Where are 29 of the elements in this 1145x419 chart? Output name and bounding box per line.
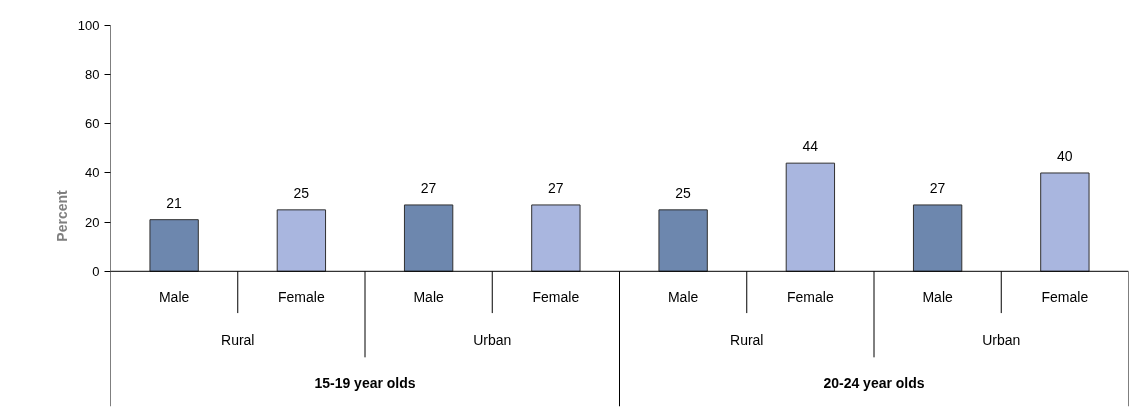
x-tick-label: Male [922, 289, 954, 306]
data-label: 27 [548, 179, 564, 196]
x-tick-label: Male [413, 289, 445, 306]
text: Rural [221, 332, 255, 349]
y-axis-title: Percent [53, 189, 70, 242]
y-tick-label: 80 [85, 67, 100, 83]
y-tick-label: 40 [85, 165, 100, 181]
data-label: 21 [166, 194, 183, 211]
y-tick-label: 100 [77, 18, 100, 33]
y-tick-label: 20 [85, 214, 100, 230]
text: 20-24 year olds [823, 375, 925, 392]
x-tick-label: Female [532, 289, 580, 306]
y-tick-label: 0 [92, 263, 100, 279]
y-tick-label: 60 [85, 116, 100, 132]
data-label: 27 [420, 179, 437, 196]
x-tick-label: Female [278, 289, 325, 306]
x-tick-label: Female [1041, 289, 1089, 306]
text: Urban [473, 332, 512, 349]
data-label: 44 [802, 138, 819, 155]
data-label: 25 [675, 184, 692, 201]
data-label: 40 [1057, 147, 1073, 164]
text: Urban [982, 332, 1021, 349]
x-tick-label: Male [667, 289, 699, 306]
data-label: 27 [929, 179, 946, 196]
x-tick-label: Male [158, 289, 190, 306]
data-label: 25 [293, 184, 310, 201]
x-tick-label: Female [787, 289, 834, 306]
text: 15-19 year olds [314, 375, 416, 392]
text: Rural [730, 332, 764, 349]
